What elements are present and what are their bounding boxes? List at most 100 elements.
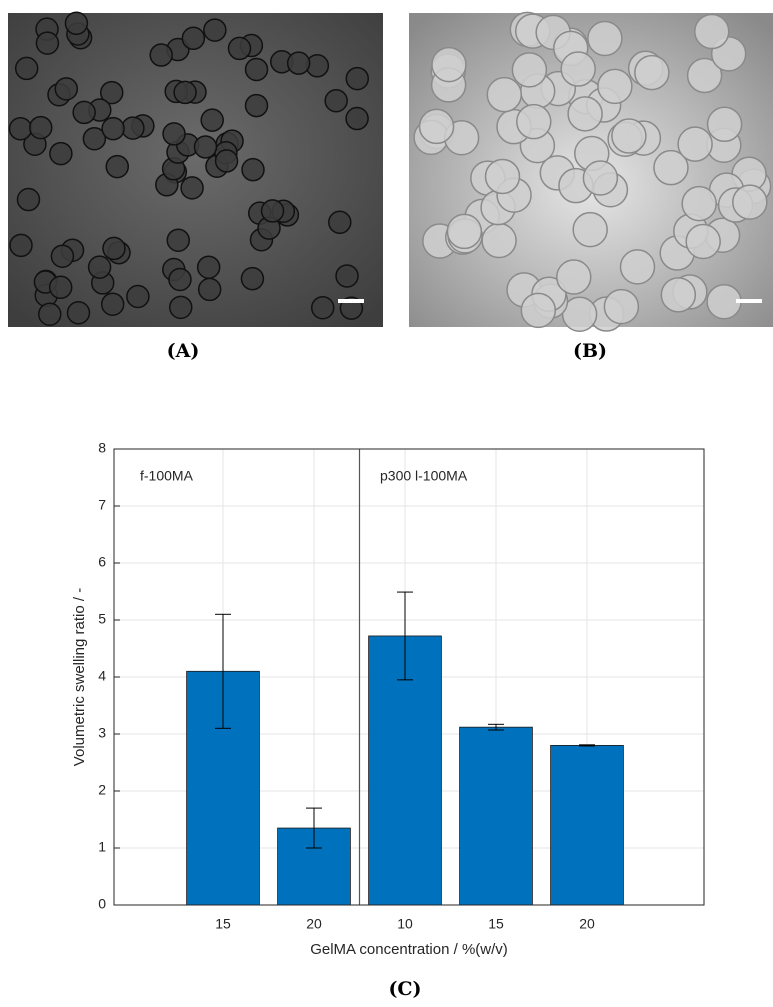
microsphere [67, 302, 89, 324]
bar [460, 727, 533, 905]
microsphere [50, 276, 72, 298]
microsphere [588, 21, 622, 55]
microsphere [103, 237, 125, 259]
microsphere [329, 211, 351, 233]
microsphere [122, 117, 144, 139]
microsphere [30, 117, 52, 139]
x-tick-label: 10 [397, 916, 413, 932]
image-a [8, 12, 383, 327]
microsphere [55, 78, 77, 100]
microsphere [482, 224, 516, 258]
microsphere [432, 48, 466, 82]
microsphere [561, 52, 595, 86]
y-tick-label: 4 [98, 668, 106, 684]
microsphere [16, 57, 38, 79]
microsphere [102, 293, 124, 315]
microsphere [312, 297, 334, 319]
microsphere [10, 234, 32, 256]
microsphere [242, 159, 264, 181]
microsphere [557, 260, 591, 294]
x-tick-label: 20 [306, 916, 322, 932]
microsphere [73, 101, 95, 123]
microsphere [17, 189, 39, 211]
scale-bar [338, 299, 364, 303]
y-tick-label: 3 [98, 725, 106, 741]
y-tick-label: 7 [98, 497, 106, 513]
microsphere [521, 293, 555, 327]
y-tick-label: 5 [98, 611, 106, 627]
microsphere [512, 53, 546, 87]
microsphere [194, 136, 216, 158]
microsphere [682, 187, 716, 221]
bar [551, 745, 624, 905]
microsphere [39, 303, 61, 325]
caption: (B) [573, 340, 607, 362]
microsphere [487, 78, 521, 112]
microsphere [485, 159, 519, 193]
microsphere [182, 27, 204, 49]
microsphere [9, 118, 31, 140]
microsphere [246, 58, 268, 80]
microsphere [204, 19, 226, 41]
y-tick-label: 6 [98, 554, 106, 570]
microsphere [733, 185, 767, 219]
microsphere [447, 214, 481, 248]
caption: (A) [167, 340, 200, 362]
y-tick-label: 0 [98, 896, 106, 912]
y-tick-label: 8 [98, 440, 106, 456]
microsphere [174, 81, 196, 103]
x-axis-label: GelMA concentration / %(w/v) [310, 941, 508, 958]
annotation: p300 l-100MA [380, 468, 468, 484]
image-b [409, 12, 773, 331]
microsphere [346, 108, 368, 130]
microsphere [167, 229, 189, 251]
microsphere [325, 90, 347, 112]
microsphere [635, 56, 669, 90]
x-tick-label: 15 [488, 916, 504, 932]
microsphere [201, 109, 223, 131]
microsphere [288, 52, 310, 74]
caption: (C) [388, 978, 421, 1000]
microsphere [36, 32, 58, 54]
scale-bar [736, 299, 762, 303]
microsphere [568, 97, 602, 131]
microsphere [262, 200, 284, 222]
microsphere [517, 105, 551, 139]
microsphere [216, 150, 238, 172]
microsphere [661, 278, 695, 312]
microsphere [198, 256, 220, 278]
microsphere [229, 37, 251, 59]
figure: (A) (B) (C) 0123456781520101520f-100MAp3… [0, 0, 773, 1002]
y-axis-label: Volumetric swelling ratio / - [71, 588, 88, 766]
microsphere [583, 161, 617, 195]
microsphere [336, 265, 358, 287]
microsphere [170, 296, 192, 318]
microsphere [612, 119, 646, 153]
microsphere [150, 44, 172, 66]
page: (A) (B) (C) 0123456781520101520f-100MAp3… [0, 0, 773, 1002]
microsphere [708, 107, 742, 141]
microsphere [181, 177, 203, 199]
microsphere [65, 12, 87, 34]
microsphere [163, 123, 185, 145]
microsphere [707, 285, 741, 319]
microsphere [246, 95, 268, 117]
microsphere [620, 250, 654, 284]
x-tick-label: 20 [579, 916, 595, 932]
microsphere [169, 268, 191, 290]
microsphere [241, 268, 263, 290]
microsphere [106, 156, 128, 178]
microsphere [102, 118, 124, 140]
x-tick-label: 15 [215, 916, 231, 932]
microsphere [573, 213, 607, 247]
annotation: f-100MA [140, 468, 194, 484]
microsphere [695, 15, 729, 49]
microsphere [89, 256, 111, 278]
microsphere [127, 286, 149, 308]
microsphere [51, 245, 73, 267]
microsphere [686, 224, 720, 258]
microsphere [199, 278, 221, 300]
y-tick-label: 2 [98, 782, 106, 798]
microsphere [678, 127, 712, 161]
